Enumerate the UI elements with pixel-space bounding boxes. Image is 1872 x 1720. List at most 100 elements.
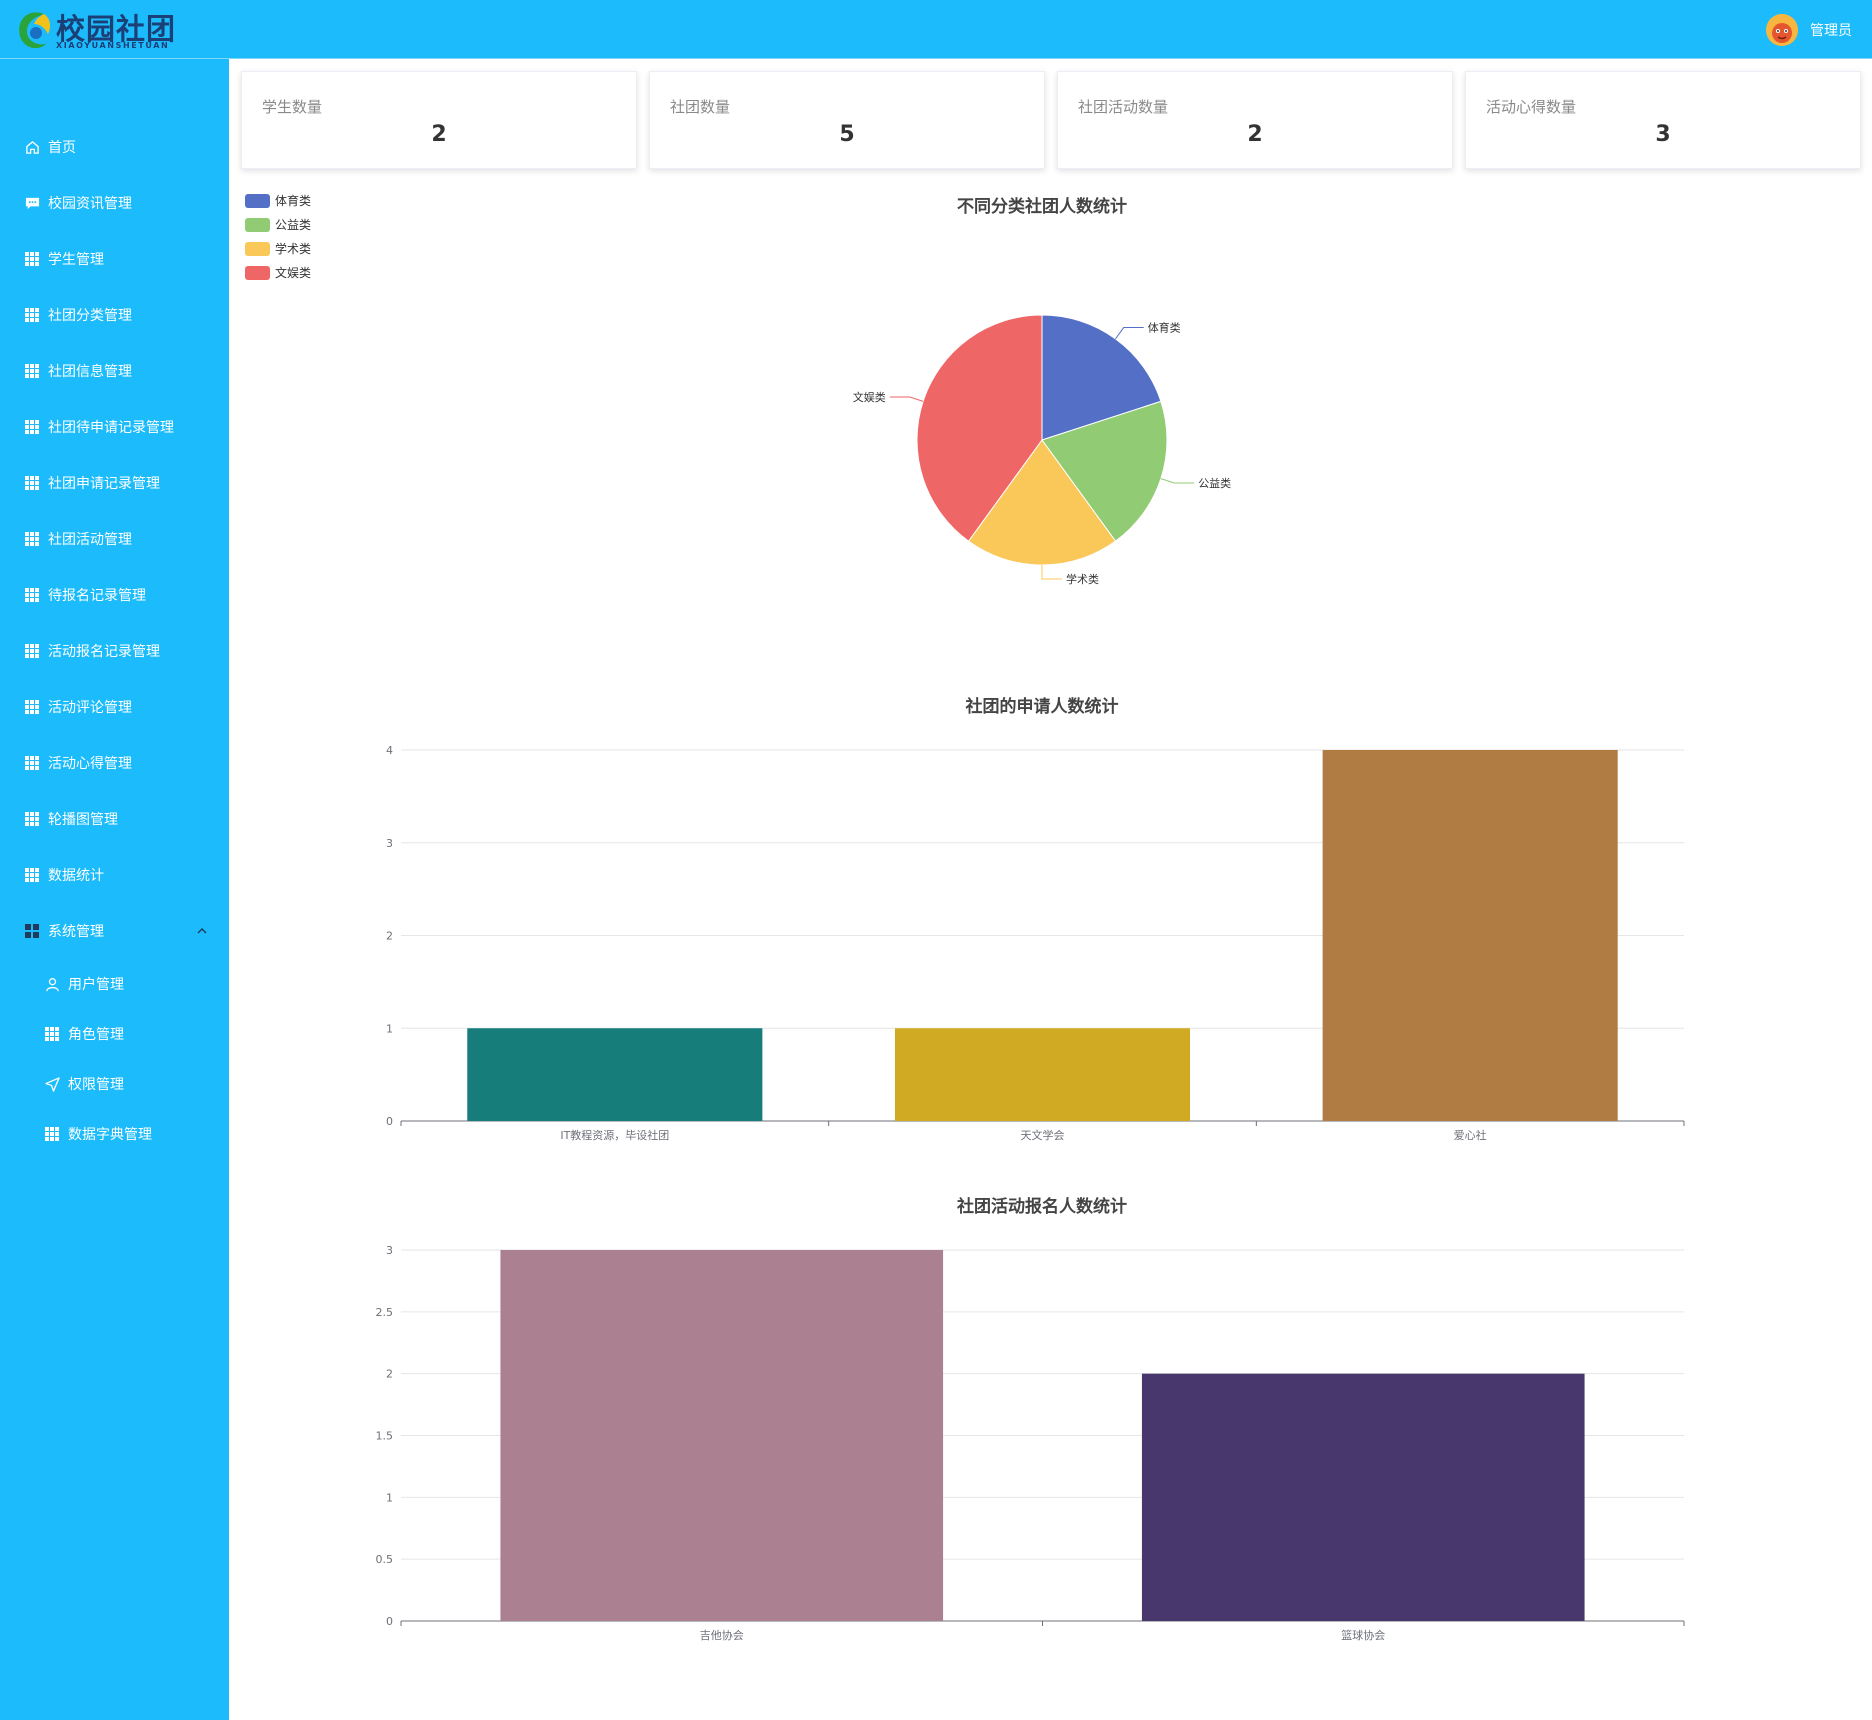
menu-icon bbox=[24, 923, 40, 939]
x-tick-label: IT教程资源，毕设社团 bbox=[560, 1128, 669, 1142]
sidebar-item-label: 活动评论管理 bbox=[48, 700, 132, 716]
grid-icon bbox=[24, 531, 40, 547]
logo-title: 校园社团 bbox=[56, 12, 177, 46]
avatar-face-icon bbox=[1766, 14, 1798, 46]
stat-card-title: 社团活动数量 bbox=[1078, 98, 1169, 116]
sidebar-item-13[interactable]: 轮播图管理 bbox=[0, 799, 229, 839]
y-tick-label: 2 bbox=[386, 1368, 393, 1381]
sidebar-item-2[interactable]: 校园资讯管理 bbox=[0, 183, 229, 223]
sidebar-subitem-label: 数据字典管理 bbox=[68, 1127, 152, 1143]
sidebar-subitem-4[interactable]: 数据字典管理 bbox=[0, 1114, 229, 1154]
sidebar-item-6[interactable]: 社团待申请记录管理 bbox=[0, 407, 229, 447]
pie-slice-label: 学术类 bbox=[1066, 572, 1099, 586]
pie-slice-label: 体育类 bbox=[1148, 321, 1181, 335]
pie-label-line bbox=[889, 396, 924, 402]
grid-icon bbox=[24, 811, 40, 827]
pie-label-line bbox=[1115, 327, 1144, 340]
y-tick-label: 1 bbox=[386, 1022, 393, 1035]
legend-label: 文娱类 bbox=[275, 265, 311, 280]
stat-card-value: 3 bbox=[1655, 122, 1671, 147]
y-tick-label: 0 bbox=[386, 1615, 393, 1628]
y-tick-label: 4 bbox=[386, 744, 393, 757]
sidebar-item-1[interactable]: 首页 bbox=[0, 127, 229, 167]
message-icon bbox=[24, 195, 40, 211]
grid-icon bbox=[24, 475, 40, 491]
sidebar-item-12[interactable]: 活动心得管理 bbox=[0, 743, 229, 783]
x-tick-label: 天文学会 bbox=[1021, 1128, 1065, 1142]
pie-label-line bbox=[1041, 565, 1062, 580]
grid-icon bbox=[24, 363, 40, 379]
grid-icon bbox=[24, 867, 40, 883]
sidebar-item-10[interactable]: 活动报名记录管理 bbox=[0, 631, 229, 671]
send-icon bbox=[44, 1076, 60, 1092]
x-tick-label: 吉他协会 bbox=[700, 1628, 744, 1642]
user-name[interactable]: 管理员 bbox=[1810, 23, 1852, 39]
sidebar-item-4[interactable]: 社团分类管理 bbox=[0, 295, 229, 335]
avatar[interactable] bbox=[1766, 14, 1798, 46]
sidebar-item-11[interactable]: 活动评论管理 bbox=[0, 687, 229, 727]
sidebar-subitem-3[interactable]: 权限管理 bbox=[0, 1064, 229, 1104]
home-icon bbox=[24, 139, 40, 155]
y-tick-label: 2.5 bbox=[376, 1306, 394, 1319]
sidebar-subitem-label: 用户管理 bbox=[68, 977, 124, 993]
chevron-up-icon[interactable] bbox=[196, 925, 208, 937]
sidebar-subitem-2[interactable]: 角色管理 bbox=[0, 1014, 229, 1054]
stat-card-value: 5 bbox=[839, 122, 855, 147]
sidebar-subitem-1[interactable]: 用户管理 bbox=[0, 964, 229, 1004]
sidebar-item-7[interactable]: 社团申请记录管理 bbox=[0, 463, 229, 503]
sidebar-item-9[interactable]: 待报名记录管理 bbox=[0, 575, 229, 615]
grid-icon bbox=[24, 419, 40, 435]
sidebar-subitem-label: 权限管理 bbox=[68, 1077, 124, 1093]
y-tick-label: 3 bbox=[386, 1244, 393, 1257]
stat-card-title: 活动心得数量 bbox=[1486, 98, 1577, 116]
pie-slice-label: 公益类 bbox=[1198, 476, 1231, 490]
bar bbox=[500, 1250, 944, 1621]
legend-label: 公益类 bbox=[275, 218, 311, 232]
sidebar-item-8[interactable]: 社团活动管理 bbox=[0, 519, 229, 559]
grid-icon bbox=[44, 1026, 60, 1042]
legend-label: 学术类 bbox=[275, 241, 311, 256]
sidebar-item-3[interactable]: 学生管理 bbox=[0, 239, 229, 279]
legend-label: 体育类 bbox=[275, 193, 311, 208]
sidebar-item-15[interactable]: 系统管理 bbox=[0, 911, 229, 951]
pie-slice bbox=[916, 314, 1043, 542]
sidebar-item-14[interactable]: 数据统计 bbox=[0, 855, 229, 895]
bar bbox=[894, 1028, 1191, 1121]
logo-icon bbox=[19, 12, 51, 49]
bar bbox=[467, 1028, 763, 1121]
sidebar-item-label: 社团活动管理 bbox=[48, 532, 132, 548]
x-tick-label: 爱心社 bbox=[1454, 1128, 1487, 1142]
sidebar-item-label: 数据统计 bbox=[48, 868, 104, 884]
stat-card-title: 学生数量 bbox=[262, 98, 323, 116]
stat-card-value: 2 bbox=[431, 122, 447, 147]
sidebar-item-label: 活动报名记录管理 bbox=[48, 644, 160, 660]
y-tick-label: 2 bbox=[386, 930, 393, 943]
sidebar-item-label: 活动心得管理 bbox=[48, 756, 132, 772]
grid-icon bbox=[24, 251, 40, 267]
pie-slice bbox=[1041, 314, 1162, 441]
grid-icon bbox=[24, 643, 40, 659]
sidebar-item-label: 社团分类管理 bbox=[48, 308, 132, 324]
grid-icon bbox=[24, 587, 40, 603]
user-icon bbox=[44, 976, 60, 992]
stat-card-reflections: 活动心得数量 3 bbox=[1465, 71, 1861, 169]
logo-subtitle: XIAOYUANSHETUAN bbox=[56, 41, 170, 50]
bar bbox=[1322, 750, 1618, 1121]
grid-icon bbox=[24, 307, 40, 323]
sidebar-item-label: 社团申请记录管理 bbox=[48, 476, 160, 492]
stat-card-students: 学生数量 2 bbox=[241, 71, 637, 169]
stat-card-activities: 社团活动数量 2 bbox=[1057, 71, 1453, 169]
y-tick-label: 0.5 bbox=[376, 1553, 394, 1566]
pie-slice-label: 文娱类 bbox=[853, 390, 886, 404]
legend-swatch bbox=[245, 194, 270, 208]
sidebar-item-label: 社团待申请记录管理 bbox=[48, 420, 174, 436]
grid-icon bbox=[24, 699, 40, 715]
legend-swatch bbox=[245, 218, 270, 232]
y-tick-label: 1.5 bbox=[376, 1430, 394, 1443]
stat-card-clubs: 社团数量 5 bbox=[649, 71, 1045, 169]
applications-chart-title: 社团的申请人数统计 bbox=[965, 697, 1119, 717]
sidebar-item-5[interactable]: 社团信息管理 bbox=[0, 351, 229, 391]
pie-slice bbox=[967, 439, 1117, 566]
y-tick-label: 3 bbox=[386, 837, 393, 850]
sidebar-item-label: 学生管理 bbox=[48, 252, 104, 268]
